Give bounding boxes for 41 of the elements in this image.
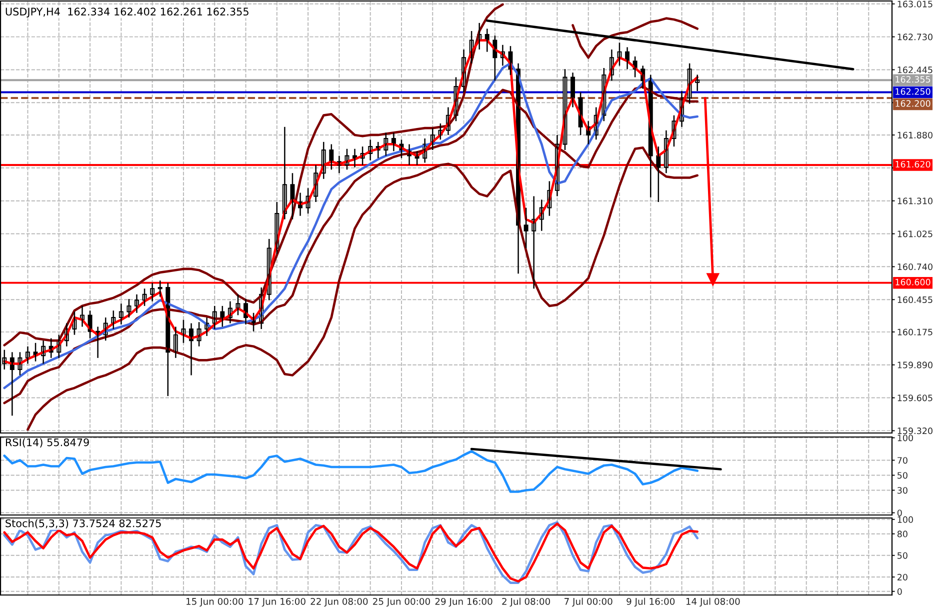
y-tick-label: 80: [897, 530, 908, 538]
y-tick-label: 0: [897, 510, 902, 516]
y-tick-label: 50: [898, 552, 908, 559]
y-tick-label: 70: [898, 457, 908, 464]
y-tick-label: 50: [898, 472, 908, 479]
x-tick-label: 9 Jul 16:00: [626, 598, 675, 607]
x-tick-label: 29 Jun 16:00: [435, 598, 492, 607]
y-tick-label: 160.455: [898, 296, 932, 304]
y-tick-label: 161.025: [898, 230, 932, 238]
line-series: [26, 146, 699, 431]
line-series: [3, 450, 699, 493]
y-tick-label: 159.890: [898, 362, 932, 368]
y-tick-label: 161.880: [898, 132, 932, 138]
x-tick-label: 15 Jun 00:00: [186, 598, 244, 607]
x-tick-label: 17 Jun 16:00: [248, 598, 306, 607]
text: USDJPY,H4 162.334 162.402 162.261 162.355: [6, 8, 248, 18]
ref-line-label: 162.355: [896, 76, 930, 83]
x-tick-label: 2 Jul 08:00: [502, 598, 550, 607]
chart-title: Stoch(5,3,3) 73.7524 82.5275: [6, 519, 161, 528]
x-tick-label: 7 Jul 00:00: [564, 598, 612, 607]
y-tick-label: 159.605: [898, 394, 932, 402]
y-tick-label: 0: [897, 588, 902, 595]
ref-line-label: 162.200: [896, 100, 930, 107]
x-tick-label: 25 Jun 00:00: [373, 598, 430, 607]
ref-line-label: 161.620: [896, 160, 930, 168]
y-tick-label: 163.015: [898, 0, 932, 8]
y-tick-label: 162.445: [898, 66, 932, 74]
y-tick-label: 162.730: [898, 34, 932, 40]
x-tick-label: 22 Jun 08:00: [310, 598, 368, 607]
chart-title: RSI(14) 55.8479: [6, 438, 89, 448]
y-tick-label: 100: [898, 434, 913, 442]
x-tick-label: 14 Jul 08:00: [686, 598, 740, 607]
ref-line-label: 160.600: [896, 278, 930, 286]
y-tick-label: 100: [898, 516, 913, 523]
y-tick-label: 20: [898, 574, 908, 580]
y-tick-label: 160.740: [898, 264, 932, 270]
y-tick-label: 30: [898, 487, 908, 494]
y-tick-label: 161.310: [898, 198, 932, 204]
y-tick-label: 159.320: [898, 428, 932, 434]
ref-line-label: 162.250: [896, 88, 930, 95]
y-tick-label: 160.175: [898, 328, 932, 336]
